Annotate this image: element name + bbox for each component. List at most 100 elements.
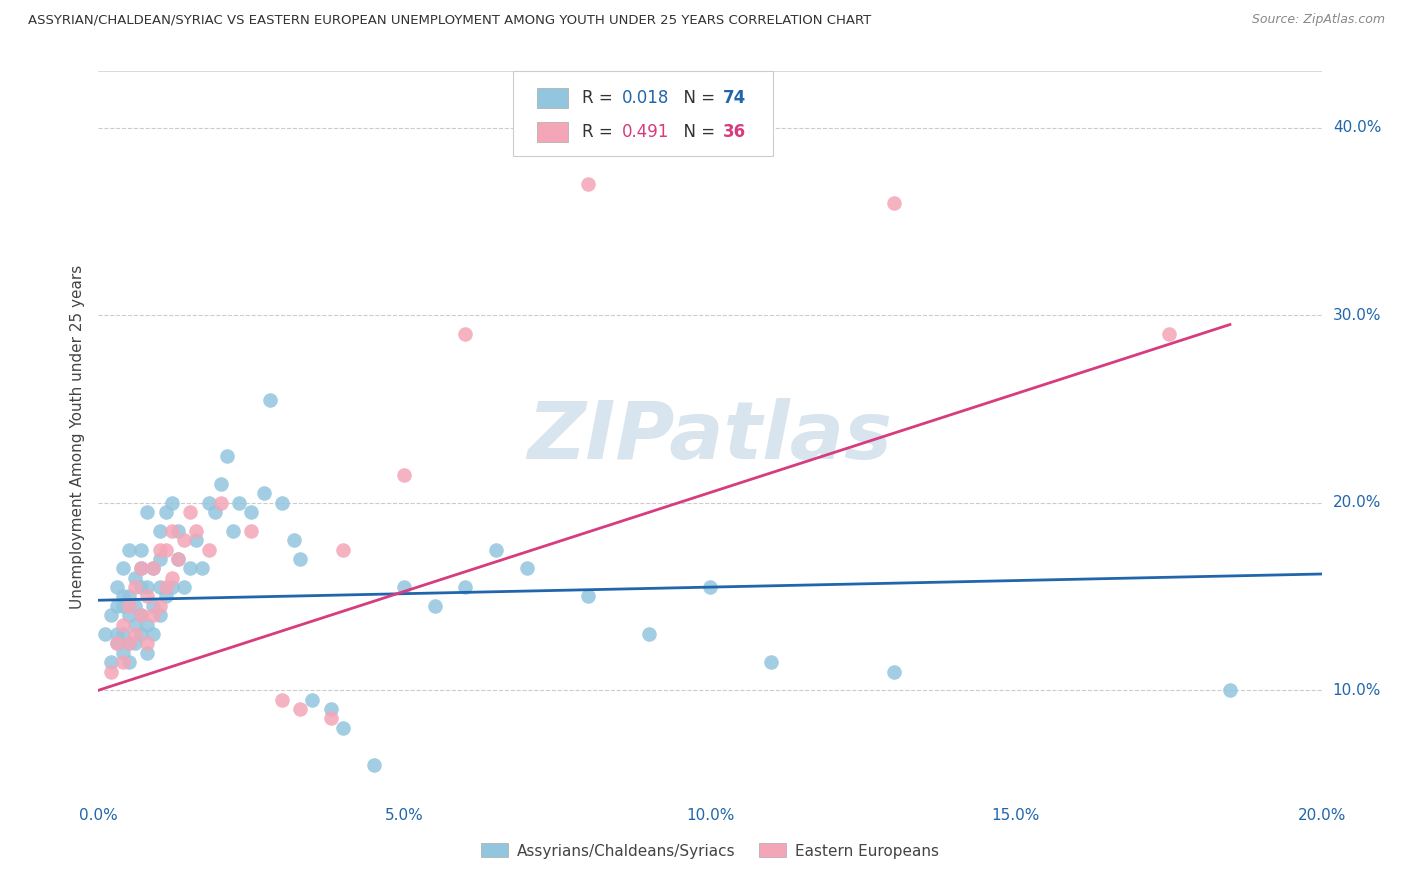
Point <box>319 702 342 716</box>
Point <box>118 655 141 669</box>
Point <box>105 636 128 650</box>
Text: R =: R = <box>582 123 619 141</box>
Text: 0.491: 0.491 <box>621 123 669 141</box>
Point <box>215 449 238 463</box>
Point <box>149 580 172 594</box>
Point <box>118 590 141 604</box>
Point <box>118 542 141 557</box>
Point <box>118 599 141 613</box>
Text: N =: N = <box>673 123 721 141</box>
Text: 10.0%: 10.0% <box>1333 682 1381 698</box>
Point <box>124 627 146 641</box>
Point <box>160 571 183 585</box>
Point <box>129 561 152 575</box>
Point <box>100 655 122 669</box>
Point <box>883 195 905 210</box>
Point <box>173 533 195 548</box>
Point <box>105 636 128 650</box>
Point <box>129 561 152 575</box>
Point <box>197 496 219 510</box>
Point <box>111 617 134 632</box>
Point <box>105 599 128 613</box>
Point <box>485 542 508 557</box>
Y-axis label: Unemployment Among Youth under 25 years: Unemployment Among Youth under 25 years <box>70 265 86 609</box>
Point <box>290 702 312 716</box>
Point <box>392 467 416 482</box>
Point <box>363 758 385 772</box>
Point <box>209 477 232 491</box>
Point <box>759 655 782 669</box>
Point <box>142 608 165 623</box>
Point <box>136 636 159 650</box>
Point <box>209 496 232 510</box>
Point <box>228 496 250 510</box>
Point <box>197 542 219 557</box>
Point <box>136 590 159 604</box>
Text: ZIPatlas: ZIPatlas <box>527 398 893 476</box>
Text: 40.0%: 40.0% <box>1333 120 1381 135</box>
Point <box>129 608 152 623</box>
Point <box>136 617 159 632</box>
Point <box>149 542 172 557</box>
Point <box>319 711 342 725</box>
Point <box>270 692 292 706</box>
Point <box>124 571 146 585</box>
Point <box>222 524 245 538</box>
Point <box>252 486 274 500</box>
Point <box>576 177 599 191</box>
Point <box>155 505 177 519</box>
Point <box>124 636 146 650</box>
Point <box>883 665 905 679</box>
Text: R =: R = <box>582 89 619 107</box>
Point <box>699 580 721 594</box>
Point <box>332 542 354 557</box>
Point <box>149 552 172 566</box>
Point <box>100 665 122 679</box>
Point <box>160 524 183 538</box>
Point <box>124 580 146 594</box>
Text: 74: 74 <box>723 89 747 107</box>
Point <box>392 580 416 594</box>
Point <box>155 542 177 557</box>
Point <box>454 580 477 594</box>
Point <box>118 636 141 650</box>
Point <box>240 505 263 519</box>
Point <box>186 524 208 538</box>
Point <box>283 533 305 548</box>
Point <box>240 524 263 538</box>
Point <box>191 561 214 575</box>
Point <box>111 561 134 575</box>
Point <box>301 692 323 706</box>
Point <box>100 608 122 623</box>
Text: ASSYRIAN/CHALDEAN/SYRIAC VS EASTERN EUROPEAN UNEMPLOYMENT AMONG YOUTH UNDER 25 Y: ASSYRIAN/CHALDEAN/SYRIAC VS EASTERN EURO… <box>28 13 872 27</box>
Point <box>149 599 172 613</box>
Point <box>332 721 354 735</box>
Point <box>105 627 128 641</box>
Point <box>136 580 159 594</box>
Point <box>124 617 146 632</box>
Text: 20.0%: 20.0% <box>1333 495 1381 510</box>
Point <box>142 599 165 613</box>
Point <box>259 392 281 407</box>
Point <box>105 580 128 594</box>
Point <box>186 533 208 548</box>
Point <box>160 580 183 594</box>
Point <box>118 636 141 650</box>
Point <box>142 561 165 575</box>
Point <box>167 524 190 538</box>
Point <box>167 552 190 566</box>
Point <box>111 646 134 660</box>
Point <box>149 524 172 538</box>
Point <box>1157 326 1180 341</box>
Point <box>423 599 446 613</box>
Point <box>142 561 165 575</box>
Point <box>136 646 159 660</box>
Point <box>111 599 134 613</box>
Point <box>111 655 134 669</box>
Point <box>204 505 226 519</box>
Point <box>124 599 146 613</box>
Text: Source: ZipAtlas.com: Source: ZipAtlas.com <box>1251 13 1385 27</box>
Point <box>179 561 201 575</box>
Point <box>290 552 312 566</box>
Text: 30.0%: 30.0% <box>1333 308 1381 323</box>
